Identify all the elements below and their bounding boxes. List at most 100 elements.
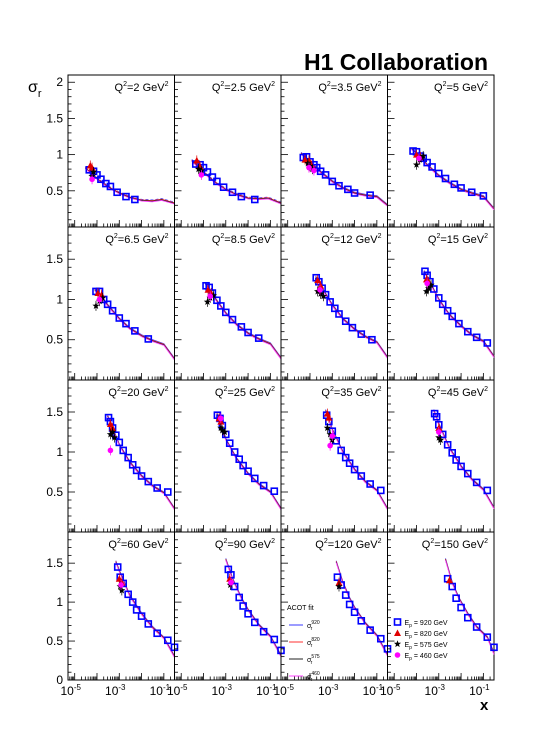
panel-q2-35: Q2=35 GeV2 [280, 379, 388, 533]
data-point-920 [483, 633, 492, 641]
data-point-575 [304, 159, 312, 167]
data-point-920 [217, 302, 225, 310]
y-tick-label: 1.5 [46, 405, 63, 419]
data-point-920 [441, 174, 450, 183]
data-point-920 [341, 317, 350, 326]
legend-data-label: Ep = 575 GeV [405, 642, 448, 651]
data-point-920 [244, 328, 252, 337]
y-axis-label-subscript: r [38, 88, 42, 100]
fit-curve [315, 277, 388, 359]
data-point-920 [122, 192, 130, 201]
data-point-920 [119, 446, 128, 455]
fit-curve [115, 562, 175, 658]
data-point-920 [221, 308, 230, 317]
panel-frame [387, 531, 495, 681]
data-point-820 [204, 286, 212, 293]
x-tick-label: 10-1 [150, 683, 171, 698]
data-point-920 [122, 319, 130, 328]
y-tick-label: 0.5 [46, 184, 63, 198]
fit-curve [445, 558, 495, 654]
data-point-920 [115, 314, 124, 322]
data-point-575 [326, 430, 334, 438]
data-point-460 [198, 172, 205, 178]
x-axis-label: x [480, 697, 489, 714]
data-point-920 [448, 448, 457, 457]
data-point-920 [434, 294, 443, 302]
data-point-460 [207, 293, 214, 300]
data-point-920 [331, 304, 339, 313]
x-tick-label: 10-3 [318, 683, 339, 698]
data-point-920 [128, 460, 137, 469]
fit-curve [445, 558, 495, 653]
data-point-920 [463, 327, 472, 336]
data-point-920 [163, 636, 172, 645]
data-point-920 [113, 563, 122, 571]
panel-q2-3_5: Q2=3.5 GeV2 [280, 74, 388, 228]
legend-data-label: Ep = 820 GeV [405, 631, 448, 640]
data-point-920 [250, 474, 259, 483]
y-tick-label: 1 [56, 445, 63, 459]
data-point-920 [137, 612, 146, 620]
data-point-920 [434, 169, 443, 178]
data-point-920 [108, 306, 117, 315]
data-point-460 [107, 447, 114, 454]
data-point-820 [445, 576, 453, 584]
data-point-820 [94, 289, 102, 297]
legend-fit-label: σ460 r [307, 671, 320, 683]
data-point-920 [490, 643, 498, 652]
fit-curve [315, 276, 388, 359]
data-point-920 [328, 177, 337, 186]
panel-q2-label: Q2=12 GeV2 [321, 233, 381, 246]
data-point-920 [432, 412, 441, 421]
legend-data-label: Ep = 920 GeV [405, 620, 448, 629]
data-point-575 [99, 294, 107, 301]
y-tick-label: 2 [56, 75, 63, 89]
data-point-920 [455, 319, 463, 328]
data-point-575 [419, 152, 427, 160]
data-point-920 [423, 158, 431, 167]
fit-curve [191, 159, 282, 203]
x-tick-label: 10-1 [469, 683, 490, 698]
fit-curve [315, 276, 388, 358]
panel-q2-label: Q2=90 GeV2 [215, 538, 275, 551]
data-point-920 [131, 327, 139, 335]
data-point-920 [213, 296, 221, 305]
panel-frame [67, 379, 175, 533]
panel-q2-label: Q2=2.5 GeV2 [212, 81, 275, 94]
data-point-920 [228, 188, 237, 197]
y-tick-label: 1.5 [46, 556, 63, 570]
data-point-920 [321, 171, 330, 179]
data-point-460 [218, 415, 224, 422]
x-tick-label: 10-1 [363, 683, 384, 698]
data-point-820 [325, 414, 333, 421]
data-point-920 [350, 465, 359, 474]
panel-q2-15: Q2=15 GeV2 [387, 226, 495, 381]
data-point-575 [217, 424, 225, 432]
data-point-920 [463, 613, 472, 622]
data-point-920 [103, 300, 112, 309]
data-point-460 [89, 176, 95, 183]
data-point-920 [163, 488, 172, 496]
panel-q2-2: 0.5 1 1.5 2 Q2=2 GeV2 [46, 74, 175, 228]
legends: ACOT fit σ920 r σ820 r σ575 r σ460 r Ep = 920 GeV… [287, 605, 448, 683]
panel-q2-label: Q2=20 GeV2 [108, 386, 168, 399]
legend-fit-title: ACOT fit [287, 605, 314, 612]
data-point-920 [225, 439, 234, 448]
data-point-920 [104, 413, 113, 422]
data-point-920 [345, 600, 354, 609]
data-point-460 [306, 164, 312, 171]
data-point-920 [483, 486, 492, 495]
panel-frame [67, 74, 175, 228]
panel-q2-60: 0 0.5 1 1.5 10-5 10-3 10-1 Q2=60 GeV2 [46, 531, 179, 698]
data-point-460 [327, 442, 333, 449]
fit-curve [216, 414, 282, 510]
data-point-920 [254, 334, 263, 342]
legend-data-label: Ep = 460 GeV [405, 653, 448, 662]
data-point-920 [335, 310, 343, 318]
data-point-920 [357, 330, 366, 338]
data-point-920 [93, 171, 101, 179]
data-point-460 [329, 433, 336, 439]
data-point-920 [153, 629, 161, 638]
panel-q2-label: Q2=8.5 GeV2 [212, 233, 275, 246]
data-point-575 [427, 281, 435, 289]
